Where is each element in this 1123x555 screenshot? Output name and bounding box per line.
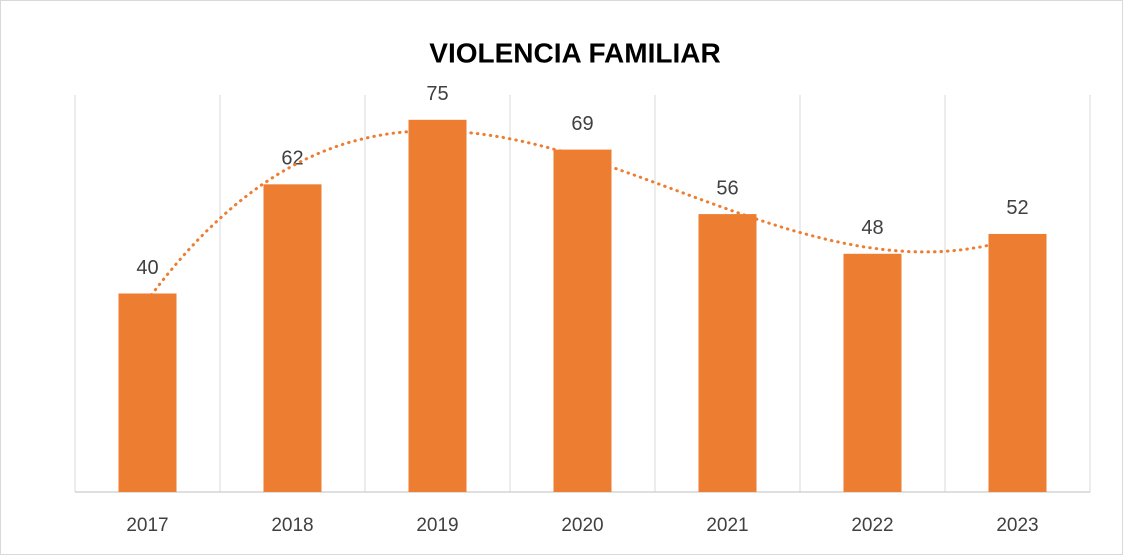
bar [118,293,177,492]
x-tick-label: 2017 [126,515,168,536]
x-tick-label: 2018 [271,515,313,536]
data-label: 62 [281,148,303,170]
x-tick-label: 2019 [416,515,458,536]
bar [843,253,902,492]
bar [408,119,467,492]
x-tick-label: 2021 [706,515,748,536]
data-label: 52 [1006,197,1028,219]
x-tick-label: 2023 [996,515,1038,536]
data-label: 75 [426,83,448,105]
chart-title: VIOLENCIA FAMILIAR [429,37,720,68]
data-label: 48 [861,217,883,239]
bar [263,184,322,492]
data-label: 40 [136,257,158,279]
data-label: 56 [716,177,738,199]
bar [698,214,757,492]
data-label: 69 [571,113,593,135]
x-tick-label: 2022 [851,515,893,536]
bar [553,149,612,492]
x-tick-label: 2020 [561,515,603,536]
bar [988,233,1047,492]
